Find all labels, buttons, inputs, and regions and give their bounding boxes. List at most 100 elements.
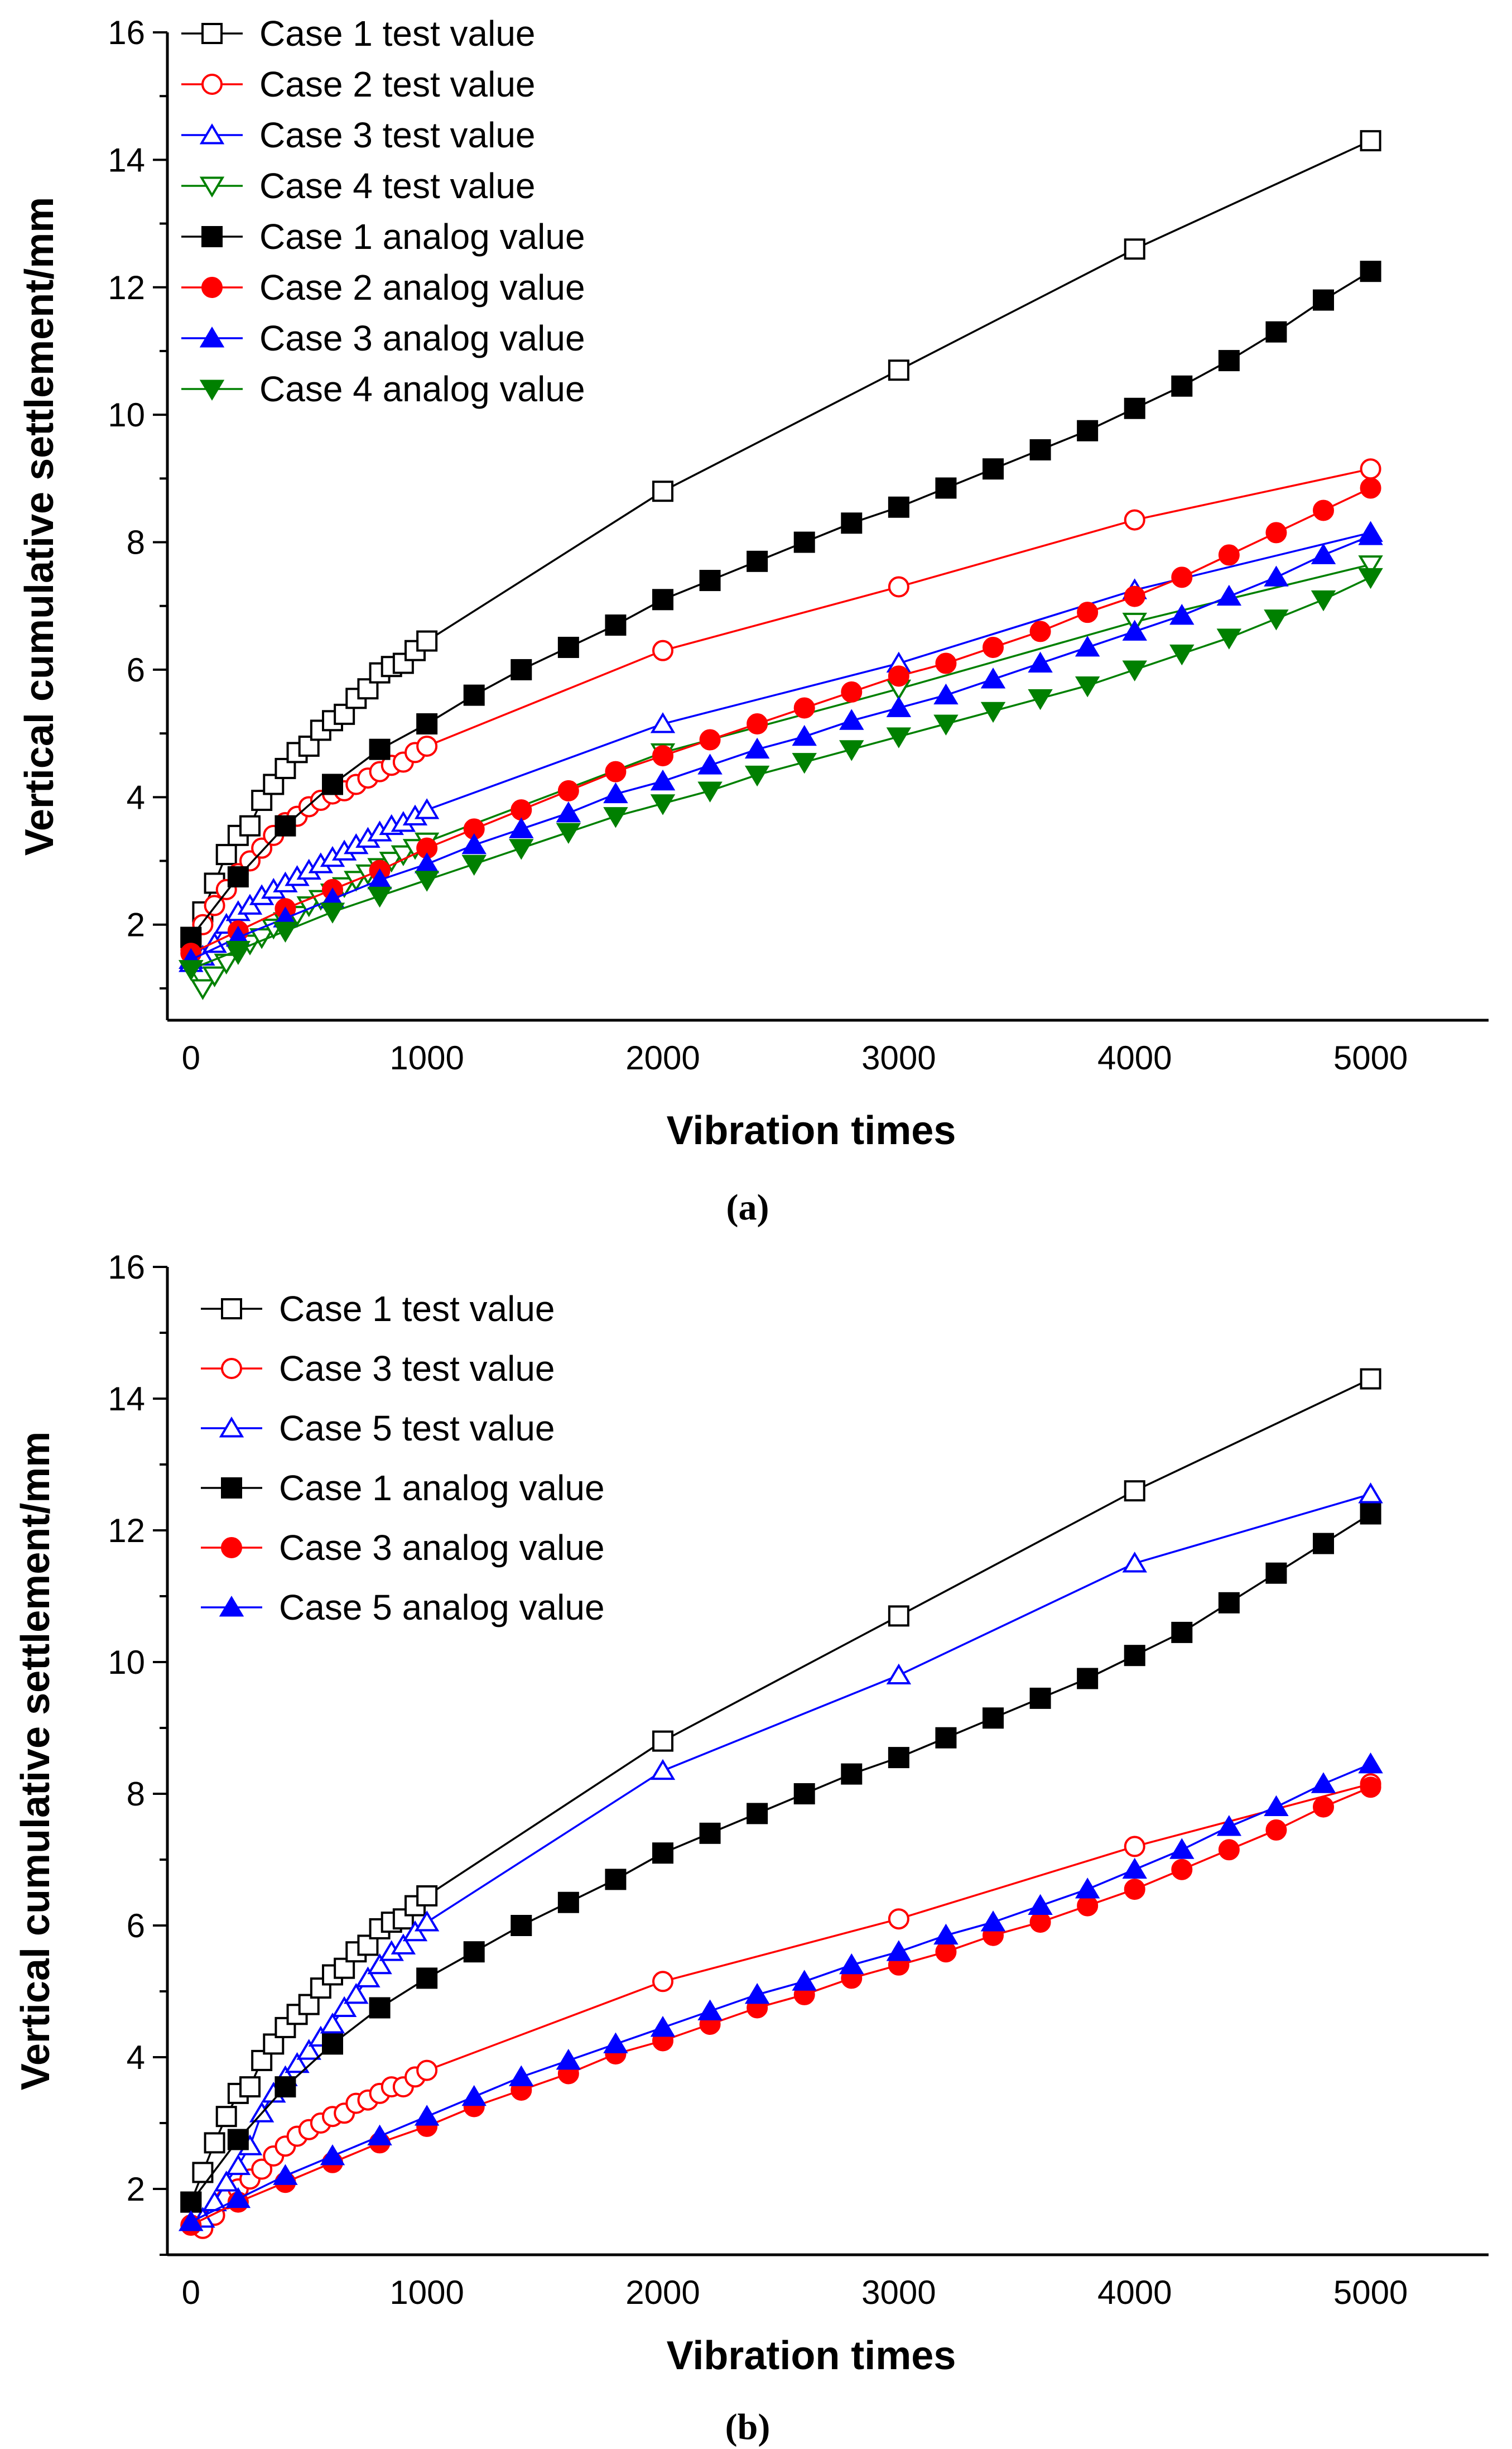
data-point xyxy=(699,729,721,751)
data-point xyxy=(1169,603,1195,625)
data-point xyxy=(1122,1552,1147,1573)
data-point xyxy=(1169,644,1195,666)
data-point xyxy=(1029,621,1051,642)
legend-marker xyxy=(201,226,223,247)
data-point xyxy=(603,782,628,804)
data-point xyxy=(179,960,204,981)
data-point xyxy=(355,1966,381,1987)
data-point xyxy=(1028,689,1053,710)
x-tick-label: 2000 xyxy=(625,2274,700,2311)
y-tick-label: 14 xyxy=(108,1380,145,1418)
data-point xyxy=(414,871,440,892)
data-point xyxy=(888,359,909,381)
data-point xyxy=(1265,1562,1287,1584)
data-point xyxy=(509,2065,534,2086)
data-point xyxy=(414,2105,440,2126)
data-point xyxy=(1313,1533,1334,1554)
data-point xyxy=(650,769,676,791)
data-point xyxy=(1218,1839,1240,1861)
data-point xyxy=(1218,1592,1240,1614)
data-point xyxy=(652,1842,673,1864)
data-point xyxy=(1360,1776,1381,1798)
data-point xyxy=(605,1869,627,1890)
series-line xyxy=(190,1783,1371,2230)
data-point xyxy=(263,2033,285,2055)
data-point xyxy=(1265,522,1287,544)
data-point xyxy=(1265,321,1287,343)
data-point xyxy=(793,531,815,553)
data-point xyxy=(416,713,438,734)
series-4 xyxy=(180,261,1381,948)
series-line xyxy=(190,535,1371,961)
data-point xyxy=(204,2132,225,2154)
data-point xyxy=(1124,585,1145,607)
data-point xyxy=(980,702,1006,723)
x-tick-label: 0 xyxy=(182,1039,200,1077)
legend-marker xyxy=(201,277,223,298)
data-point xyxy=(933,714,959,736)
data-point xyxy=(320,2144,345,2165)
data-point xyxy=(886,1940,912,1961)
y-tick-label: 6 xyxy=(127,1907,145,1944)
data-point xyxy=(1171,375,1193,397)
data-point xyxy=(1171,1621,1193,1643)
legend-marker xyxy=(219,1416,244,1438)
data-point xyxy=(1124,509,1145,531)
data-point xyxy=(980,1910,1006,1932)
data-point xyxy=(1313,500,1334,521)
y-tick-label: 8 xyxy=(127,524,145,561)
legend-label: Case 4 analog value xyxy=(259,369,585,409)
legend-marker xyxy=(221,1358,242,1379)
legend-marker xyxy=(221,1477,242,1499)
data-point xyxy=(1311,590,1336,612)
legend-label: Case 5 analog value xyxy=(279,1587,605,1627)
chart-panel-a: 0 1000 2000 3000 4000 5000 2 4 6 8 10 12 14 16 Vibrati… xyxy=(17,13,1489,1228)
data-point xyxy=(391,845,416,867)
data-point xyxy=(935,1727,957,1749)
series-4 xyxy=(180,1776,1381,2236)
data-point xyxy=(463,684,485,706)
legend-marker xyxy=(199,380,225,401)
legend-marker xyxy=(219,1596,244,1617)
data-point xyxy=(225,2187,251,2208)
legend-label: Case 2 test value xyxy=(259,64,536,104)
data-point xyxy=(557,636,579,658)
y-tick-label: 12 xyxy=(108,269,145,306)
data-point xyxy=(215,2106,237,2128)
data-point xyxy=(744,1982,770,2004)
legend-label: Case 4 test value xyxy=(259,166,536,206)
data-point xyxy=(416,1967,438,1989)
data-point xyxy=(509,839,534,860)
y-tick-label: 10 xyxy=(108,1644,145,1681)
legend-label: Case 1 analog value xyxy=(279,1468,605,1508)
data-point xyxy=(511,799,532,821)
data-point xyxy=(1124,1645,1145,1667)
data-point xyxy=(557,1891,579,1913)
data-point xyxy=(239,850,261,872)
data-point xyxy=(744,765,770,787)
data-point xyxy=(298,1994,320,2015)
data-point xyxy=(983,458,1004,480)
data-point xyxy=(461,2085,487,2106)
data-point xyxy=(699,570,721,592)
series-2 xyxy=(179,1482,1383,2231)
data-point xyxy=(792,1970,817,1991)
data-point xyxy=(1171,566,1193,588)
data-point xyxy=(1077,602,1099,623)
data-point xyxy=(1216,584,1242,606)
series-0 xyxy=(180,1368,1381,2213)
series-3 xyxy=(180,1503,1381,2213)
data-point xyxy=(605,614,627,636)
legend-label: Case 3 test value xyxy=(279,1348,555,1389)
y-tick-label: 2 xyxy=(127,2171,145,2208)
series-line xyxy=(190,140,1371,938)
data-point xyxy=(888,1605,909,1627)
data-point xyxy=(1313,1796,1334,1818)
data-point xyxy=(416,735,438,757)
data-point xyxy=(983,1707,1004,1729)
data-point xyxy=(225,2154,251,2176)
data-point xyxy=(1029,439,1051,460)
data-point xyxy=(322,774,343,795)
data-point xyxy=(1169,1838,1195,1859)
y-tick-label: 4 xyxy=(127,779,145,816)
